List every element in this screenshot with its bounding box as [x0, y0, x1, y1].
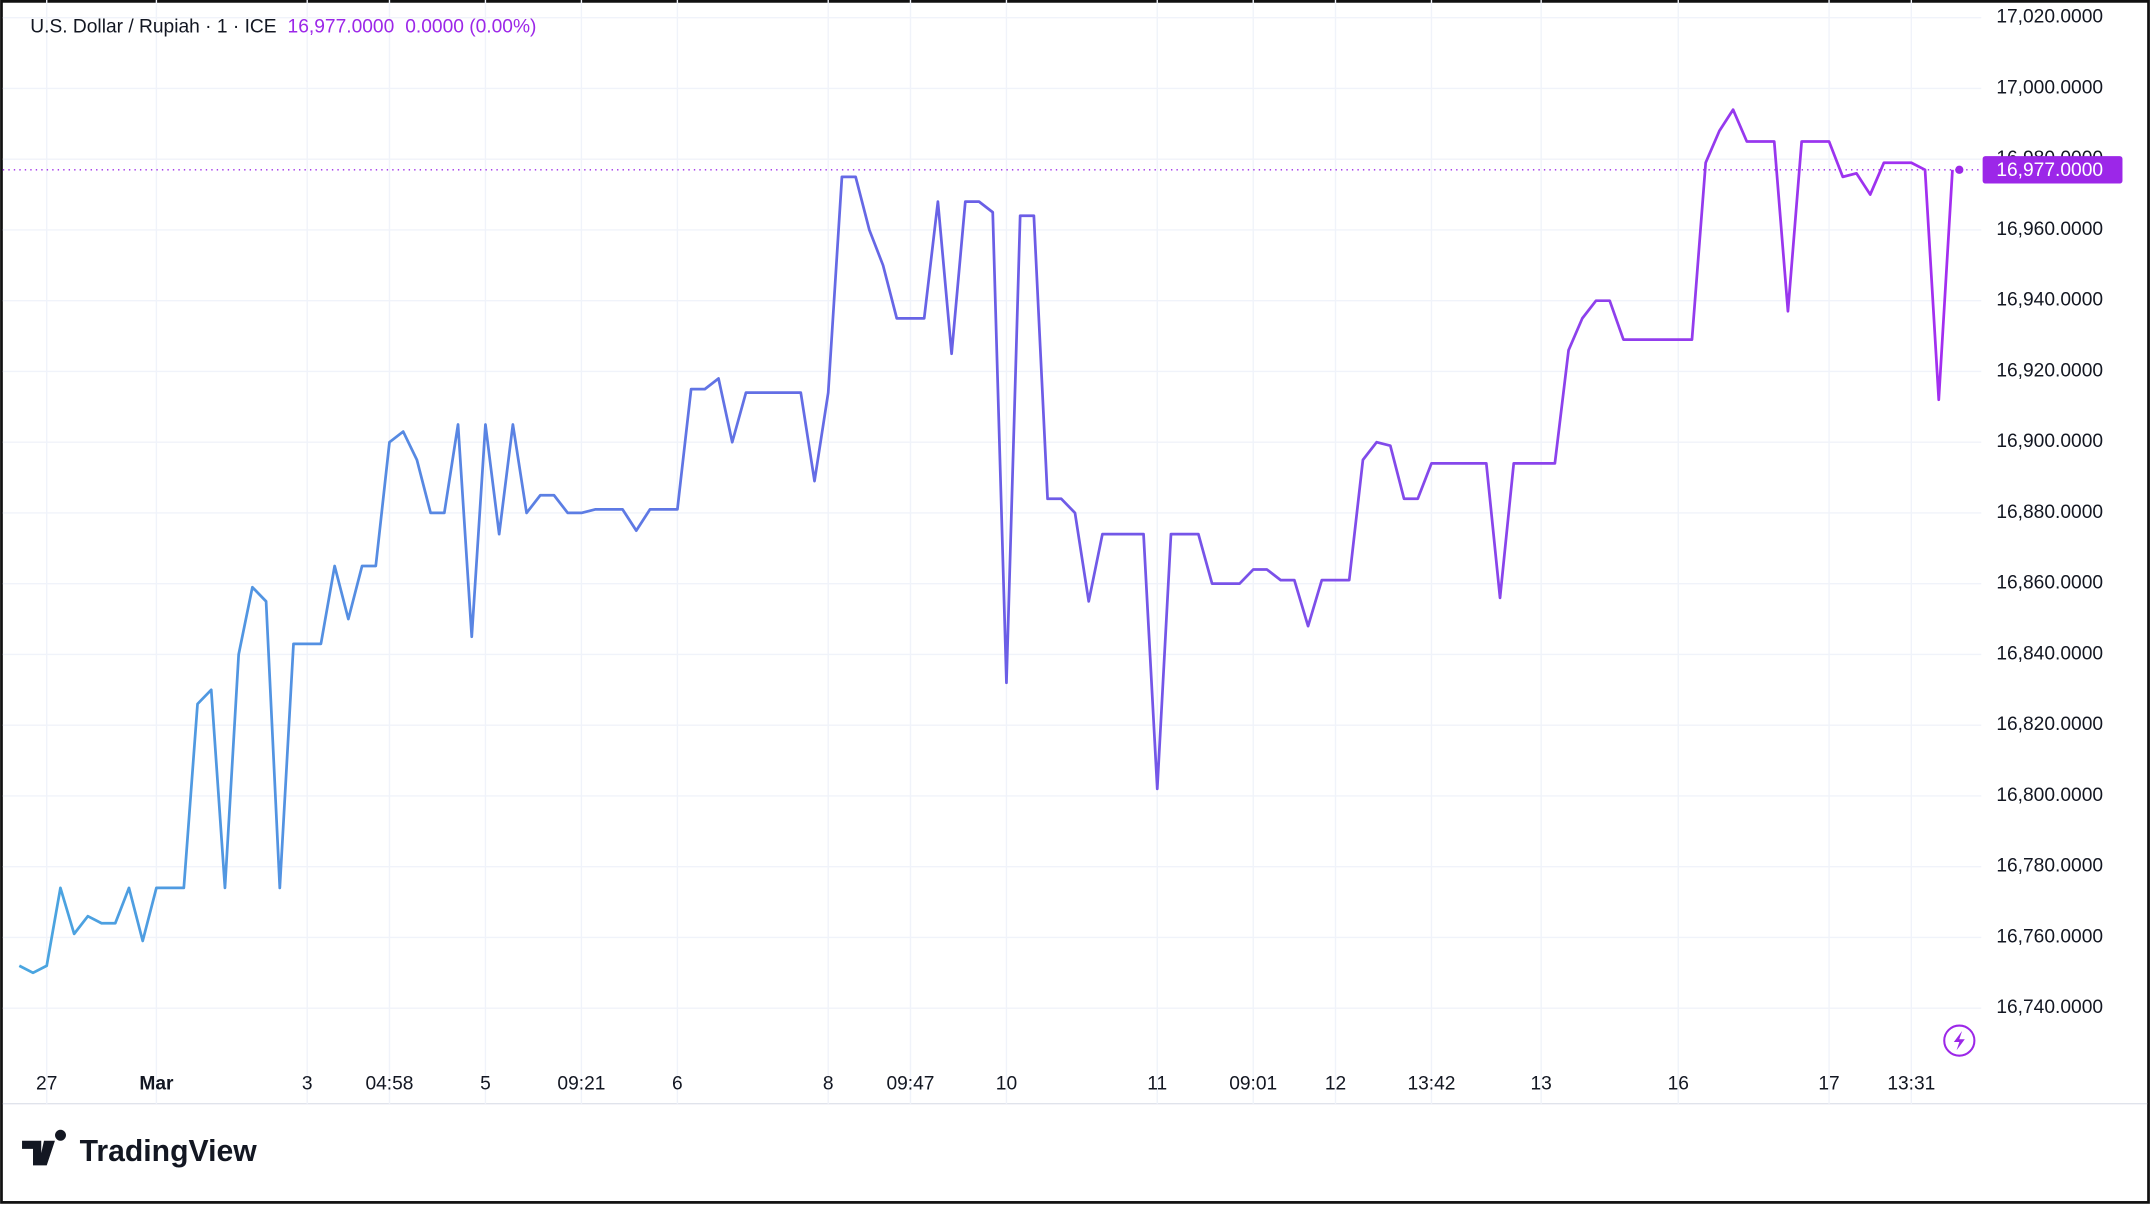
- chart-title: U.S. Dollar / Rupiah · 1 · ICE: [30, 16, 276, 37]
- x-tick-label: 17: [1818, 1074, 1839, 1095]
- logo-icon: [22, 1129, 66, 1166]
- y-tick-label: 16,960.0000: [1996, 219, 2103, 240]
- y-tick-label: 16,760.0000: [1996, 926, 2103, 947]
- logo-text: TradingView: [80, 1135, 258, 1168]
- y-tick-label: 16,780.0000: [1996, 856, 2103, 877]
- x-tick-label: 13:31: [1887, 1074, 1935, 1095]
- y-tick-label: 16,920.0000: [1996, 360, 2103, 381]
- x-tick-label: 13:42: [1407, 1074, 1455, 1095]
- logo: TradingView: [22, 1129, 258, 1168]
- x-tick-label: 04:58: [365, 1074, 413, 1095]
- y-tick-label: 17,000.0000: [1996, 77, 2103, 98]
- x-tick-label: 8: [823, 1074, 834, 1095]
- y-tick-label: 16,820.0000: [1996, 714, 2103, 735]
- price-tag-label: 16,977.0000: [1996, 160, 2103, 181]
- header-price: 16,977.0000: [288, 16, 395, 37]
- x-tick-label: 09:21: [557, 1074, 605, 1095]
- y-tick-label: 16,800.0000: [1996, 785, 2103, 806]
- y-tick-label: 16,740.0000: [1996, 997, 2103, 1018]
- x-tick-label: 09:47: [886, 1074, 934, 1095]
- x-tick-label: 6: [672, 1074, 683, 1095]
- y-tick-label: 16,840.0000: [1996, 643, 2103, 664]
- icon-circle: [1943, 1024, 1976, 1057]
- last-point: [1955, 165, 1964, 174]
- header-change: 0.0000 (0.00%): [405, 16, 536, 37]
- chart-header: U.S. Dollar / Rupiah · 1 · ICE 16,977.000…: [30, 16, 536, 37]
- x-tick-label: 11: [1147, 1074, 1167, 1095]
- price-tag: [1982, 156, 2123, 184]
- x-tick-label: 27: [36, 1074, 57, 1095]
- x-tick-label: 13: [1530, 1074, 1551, 1095]
- x-tick-label: 5: [480, 1074, 491, 1095]
- price-line: [18, 108, 1954, 975]
- x-tick-label: 16: [1668, 1074, 1689, 1095]
- x-tick-label: 12: [1325, 1074, 1346, 1095]
- x-tick-label: Mar: [139, 1074, 174, 1095]
- y-tick-label: 16,860.0000: [1996, 573, 2103, 594]
- x-tick-label: 3: [302, 1074, 313, 1095]
- y-tick-label: 16,880.0000: [1996, 502, 2103, 523]
- x-tick-label: 10: [996, 1074, 1017, 1095]
- replay-icon: [1943, 1024, 1976, 1057]
- icon-bolt: [1953, 1031, 1965, 1051]
- y-tick-label: 17,020.0000: [1996, 7, 2103, 28]
- y-tick-label: 16,940.0000: [1996, 290, 2103, 311]
- y-tick-label: 16,900.0000: [1996, 431, 2103, 452]
- x-tick-label: 09:01: [1229, 1074, 1277, 1095]
